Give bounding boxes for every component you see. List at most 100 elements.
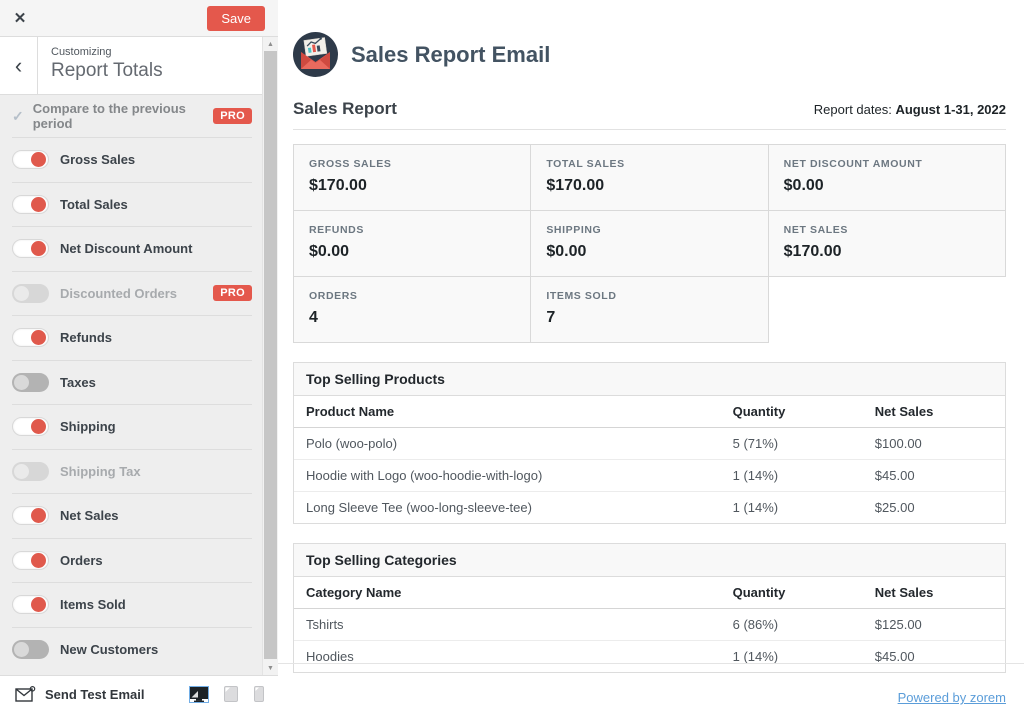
sidebar-footer: Send Test Email xyxy=(0,675,278,712)
report-title: Sales Report xyxy=(293,99,397,118)
column-header-quantity: Quantity xyxy=(720,396,863,428)
table-cell: Hoodies xyxy=(294,640,721,672)
column-header-net-sales: Net Sales xyxy=(862,396,1005,428)
mobile-preview-icon[interactable] xyxy=(254,686,264,702)
toggle-knob xyxy=(31,330,46,346)
table-cell: 6 (86%) xyxy=(720,608,863,641)
toggle-switch-gross-sales[interactable] xyxy=(12,150,49,170)
panel-header: ‹ Customizing Report Totals xyxy=(0,37,262,95)
check-icon: ✓ xyxy=(12,107,24,124)
toggle-label: Net Discount Amount xyxy=(60,241,193,257)
toggle-switch-refunds[interactable] xyxy=(12,328,49,348)
toggle-label: Total Sales xyxy=(60,196,128,212)
toggle-row-net-sales[interactable]: Net Sales xyxy=(12,494,252,539)
toggle-switch-net-sales[interactable] xyxy=(12,506,49,526)
toggle-knob xyxy=(31,552,46,568)
stat-value: $0.00 xyxy=(783,177,824,194)
stat-label: ITEMS SOLD xyxy=(546,290,617,302)
toggle-switch-shipping[interactable] xyxy=(12,417,49,437)
toggle-knob xyxy=(31,196,46,212)
column-header-net-sales: Net Sales xyxy=(862,577,1005,609)
save-button[interactable]: Save xyxy=(207,5,265,31)
pro-badge: PRO xyxy=(213,285,252,302)
stat-value: 7 xyxy=(546,309,556,326)
scrollbar-thumb[interactable] xyxy=(264,51,277,659)
compare-previous-period-checkbox[interactable]: ✓ Compare to the previous period PRO xyxy=(12,95,252,138)
stat-cell-net-discount-amount: NET DISCOUNT AMOUNT $0.00 xyxy=(768,145,1006,211)
customizer-sidebar: ✕ Save ‹ Customizing Report Totals ✓ Com… xyxy=(0,0,278,712)
toggle-row-shipping[interactable]: Shipping xyxy=(12,405,252,450)
toggle-row-total-sales[interactable]: Total Sales xyxy=(12,183,252,227)
panel-title: Report Totals xyxy=(51,60,163,81)
stat-label: GROSS SALES xyxy=(309,158,392,170)
top-selling-products-title: Top Selling Products xyxy=(294,363,1005,396)
back-chevron-icon[interactable]: ‹ xyxy=(0,37,38,94)
toggle-row-discounted-orders[interactable]: Discounted Orders PRO xyxy=(12,272,252,316)
stat-value: $0.00 xyxy=(546,243,587,260)
stat-label: TOTAL SALES xyxy=(546,158,625,170)
toggle-label: Net Sales xyxy=(60,508,119,524)
stat-cell-empty xyxy=(769,277,1006,343)
toggle-row-shipping-tax[interactable]: Shipping Tax xyxy=(12,450,252,494)
toggle-row-new-customers[interactable]: New Customers xyxy=(12,628,252,673)
stat-value: $0.00 xyxy=(309,243,350,260)
desktop-preview-icon[interactable] xyxy=(190,686,208,702)
toggle-knob xyxy=(31,241,46,257)
toggle-switch-taxes[interactable] xyxy=(12,372,49,392)
toggle-label: Items Sold xyxy=(60,597,126,613)
table-cell: 1 (14%) xyxy=(720,640,863,672)
stat-value: 4 xyxy=(309,309,318,326)
table-cell: 1 (14%) xyxy=(720,491,863,523)
email-bottom-divider xyxy=(278,663,1024,664)
toggle-switch-new-customers[interactable] xyxy=(12,640,49,660)
stat-cell-orders: ORDERS 4 xyxy=(294,277,532,343)
toggle-knob xyxy=(31,508,46,524)
toggle-row-gross-sales[interactable]: Gross Sales xyxy=(12,138,252,183)
toggle-switch-discounted-orders[interactable] xyxy=(12,283,49,303)
email-app-title: Sales Report Email xyxy=(351,41,551,67)
panel-titles: Customizing Report Totals xyxy=(38,37,163,94)
table-cell: 5 (71%) xyxy=(720,427,863,460)
scroll-down-icon[interactable]: ▼ xyxy=(267,664,274,672)
table-cell: $100.00 xyxy=(862,427,1005,460)
stat-label: ORDERS xyxy=(309,290,358,302)
top-selling-categories-title: Top Selling Categories xyxy=(294,544,1005,577)
customizer-topbar: ✕ Save xyxy=(0,0,278,37)
toggle-row-taxes[interactable]: Taxes xyxy=(12,361,252,405)
toggle-row-orders[interactable]: Orders xyxy=(12,539,252,583)
email-content: Sales Report Email Sales Report Report d… xyxy=(278,0,1024,707)
toggle-row-net-discount-amount[interactable]: Net Discount Amount xyxy=(12,227,252,272)
toggle-label: Shipping Tax xyxy=(60,463,141,479)
toggle-label: Taxes xyxy=(60,374,96,390)
toggle-row-refunds[interactable]: Refunds xyxy=(12,316,252,361)
stat-cell-gross-sales: GROSS SALES $170.00 xyxy=(294,145,532,211)
table-cell: $25.00 xyxy=(862,491,1005,523)
toggle-label: Discounted Orders xyxy=(60,285,178,301)
table-row: Tshirts 6 (86%) $125.00 xyxy=(294,608,1005,641)
sidebar-scrollbar[interactable]: ▲ ▼ xyxy=(262,37,278,675)
toggle-switch-items-sold[interactable] xyxy=(12,595,49,615)
close-icon[interactable]: ✕ xyxy=(13,10,27,27)
report-dates-value: August 1-31, 2022 xyxy=(895,102,1006,117)
toggle-switch-orders[interactable] xyxy=(12,550,49,570)
stats-grid: GROSS SALES $170.00 TOTAL SALES $170.00 NET … xyxy=(293,144,1006,343)
report-dates: Report dates: August 1-31, 2022 xyxy=(814,102,1006,117)
table-cell: Tshirts xyxy=(294,608,721,641)
tablet-preview-icon[interactable] xyxy=(224,686,238,702)
toggle-row-items-sold[interactable]: Items Sold xyxy=(12,583,252,628)
table-cell: Hoodie with Logo (woo-hoodie-with-logo) xyxy=(294,459,721,492)
column-header-category-name: Category Name xyxy=(294,577,721,609)
send-test-email-button[interactable]: Send Test Email xyxy=(15,685,144,703)
toggle-knob xyxy=(14,374,29,390)
stat-value: $170.00 xyxy=(309,177,367,194)
device-preview-switcher xyxy=(190,686,264,702)
toggle-switch-shipping-tax[interactable] xyxy=(12,461,49,481)
toggle-switch-net-discount-amount[interactable] xyxy=(12,239,49,259)
toggle-switch-total-sales[interactable] xyxy=(12,194,49,214)
powered-by-link[interactable]: Powered by zorem xyxy=(897,690,1006,705)
stat-cell-total-sales: TOTAL SALES $170.00 xyxy=(531,145,769,211)
scroll-up-icon[interactable]: ▲ xyxy=(267,40,274,48)
header-divider xyxy=(293,129,1006,130)
table-cell: $45.00 xyxy=(862,459,1005,492)
toggle-knob xyxy=(14,642,29,658)
